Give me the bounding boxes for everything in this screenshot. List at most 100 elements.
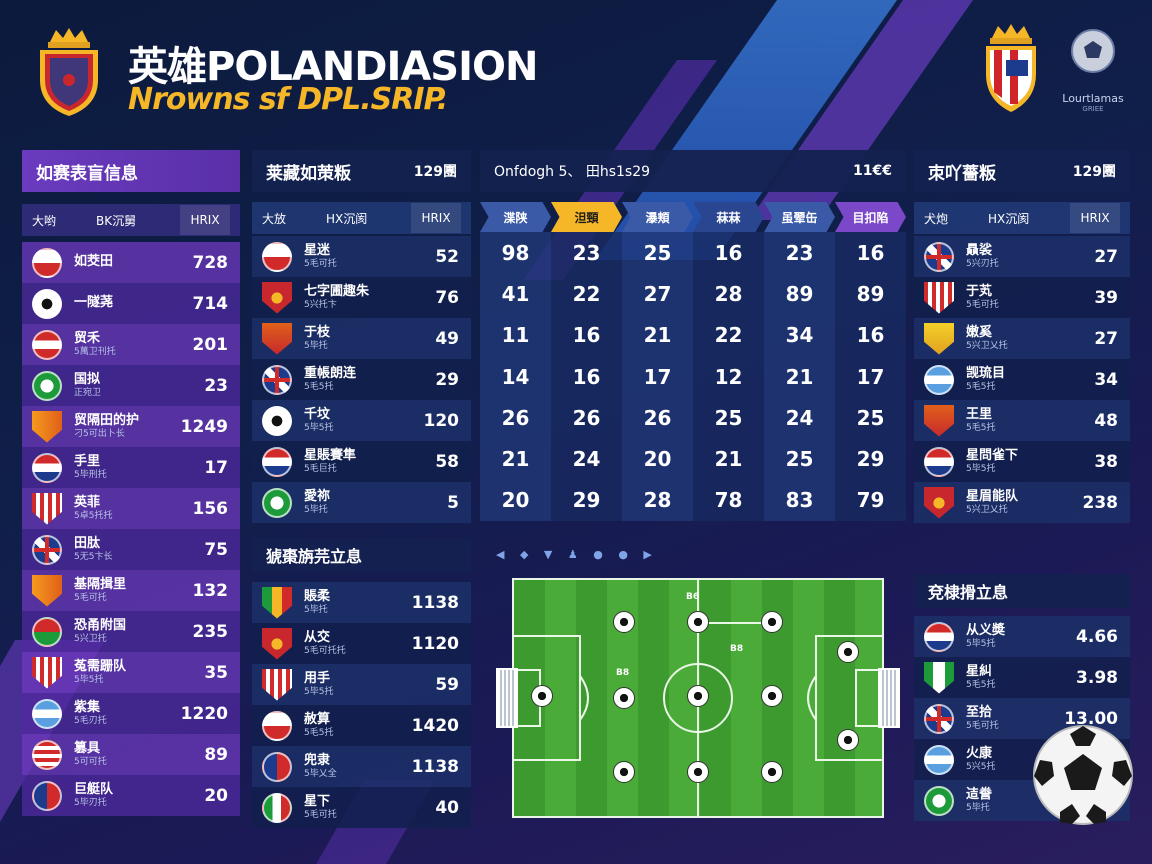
team-row[interactable]: 至拾 5毛可托 13.00 bbox=[914, 698, 1130, 739]
team-list: 贔裟 5兴刃托 27 于芄 5毛可托 39 嫩奚 5兴卫乂托 27 觊琉目 5毛5托 34 王里 5毛5托… bbox=[914, 236, 1130, 523]
matrix-header-cell[interactable]: 菻菻 bbox=[693, 202, 764, 232]
team-row[interactable]: 星賬賽隼 5毛巨托 58 bbox=[252, 441, 471, 482]
shield-red-icon bbox=[924, 486, 954, 519]
team-row[interactable]: 千坟 5毕5托 120 bbox=[252, 400, 471, 441]
matrix-cell: 16 bbox=[835, 314, 906, 356]
team-row[interactable]: 基隔揖里 5毛可托 132 bbox=[22, 570, 240, 611]
team-row[interactable]: 菟需跚队 5毕5托 35 bbox=[22, 652, 240, 693]
team-row[interactable]: 星糾 5毛5托 3.98 bbox=[914, 657, 1130, 698]
team-subtext: 5毕托 bbox=[966, 802, 990, 813]
player-marker-icon[interactable] bbox=[761, 761, 783, 783]
matrix-cell: 25 bbox=[693, 397, 764, 439]
team-row[interactable]: 从义奬 5毕5托 4.66 bbox=[914, 616, 1130, 657]
team-row[interactable]: 手里 5毕刑托 17 bbox=[22, 447, 240, 488]
team-row[interactable]: 用手 5毕5托 59 bbox=[252, 664, 471, 705]
matrix-row: 14 16 17 12 21 17 bbox=[480, 355, 906, 398]
matrix-header-cell[interactable]: 瀑頬 bbox=[622, 202, 693, 232]
team-name: 觊琉目 bbox=[966, 365, 1006, 381]
team-row[interactable]: 觊琉目 5毛5托 34 bbox=[914, 359, 1130, 400]
team-row[interactable]: 田肽 5无5卞长 75 bbox=[22, 529, 240, 570]
team-row[interactable]: 一隧荛 714 bbox=[22, 283, 240, 324]
view-switcher-icons[interactable]: ◀ ◆ ▼ ♟ ● ● ▶ bbox=[496, 548, 658, 561]
team-row[interactable]: 愛祢 5毕托 5 bbox=[252, 482, 471, 523]
matrix-row: 26 26 26 25 24 25 bbox=[480, 397, 906, 439]
player-marker-icon[interactable] bbox=[531, 685, 553, 707]
team-subtext: 5毛5托 bbox=[304, 727, 334, 738]
team-row[interactable]: 英菲 5卓5托托 156 bbox=[22, 488, 240, 529]
flag-red-blue-icon bbox=[262, 751, 292, 782]
team-row[interactable]: 巨艇队 5毕刃托 20 bbox=[22, 775, 240, 816]
column-headers: 大放 HX沉阂 HRIX bbox=[252, 202, 471, 234]
team-row[interactable]: 重帳朗连 5毛5托 29 bbox=[252, 359, 471, 400]
team-row[interactable]: 如茭田 728 bbox=[22, 242, 240, 283]
team-row[interactable]: 星問雀下 5毕5托 38 bbox=[914, 441, 1130, 482]
team-row[interactable]: 篡具 5可可托 89 bbox=[22, 734, 240, 775]
matrix-cell: 11 bbox=[480, 314, 551, 356]
matrix-header-cell[interactable]: 泹頸 bbox=[551, 202, 622, 232]
standings-panel-right: 朿吖薔粄 129團 犬炮 HX沉阂 HRIX 贔裟 5兴刃托 27 于芄 5毛可托 39 嫩… bbox=[914, 150, 1130, 530]
matrix-header-cell[interactable]: 渫陕 bbox=[480, 202, 551, 232]
team-value: 17 bbox=[204, 457, 228, 478]
matrix-cell: 98 bbox=[480, 232, 551, 274]
team-row[interactable]: 从交 5毛可托托 1120 bbox=[252, 623, 471, 664]
team-value: 201 bbox=[192, 334, 229, 355]
player-marker-icon[interactable] bbox=[613, 611, 635, 633]
team-subtext: 5毕5托 bbox=[966, 638, 996, 649]
goal-left-icon bbox=[496, 668, 518, 728]
team-name: 迼誊 bbox=[966, 786, 993, 802]
shield-multi-icon bbox=[262, 586, 292, 619]
matrix-cell: 25 bbox=[835, 397, 906, 439]
club-crest-icon bbox=[986, 24, 1036, 112]
team-row[interactable]: 七字圃趣朱 5兴托卞 76 bbox=[252, 277, 471, 318]
player-marker-icon[interactable] bbox=[761, 611, 783, 633]
standings-panel-left: 如赛表盲信息 大哟 BK沉舅 HRIX 如茭田 728 一隧荛 714 贸禾 5萬卫刊托 2… bbox=[22, 150, 240, 838]
team-value: 728 bbox=[192, 252, 229, 273]
team-name: 田肽 bbox=[74, 535, 101, 551]
team-row[interactable]: 贸隔田的护 刁5可出卜长 1249 bbox=[22, 406, 240, 447]
player-marker-icon[interactable] bbox=[837, 641, 859, 663]
matrix-cell: 21 bbox=[764, 355, 835, 398]
team-row[interactable]: 恐甬附国 5兴卫托 235 bbox=[22, 611, 240, 652]
team-row[interactable]: 星下 5毛可托 40 bbox=[252, 787, 471, 828]
player-marker-icon[interactable] bbox=[687, 761, 709, 783]
team-row[interactable]: 贸禾 5萬卫刊托 201 bbox=[22, 324, 240, 365]
matrix-header-cell[interactable]: 虽翚缶 bbox=[764, 202, 835, 232]
player-marker-icon[interactable] bbox=[687, 685, 709, 707]
team-name: 星問雀下 bbox=[966, 447, 1019, 463]
player-marker-icon[interactable] bbox=[613, 761, 635, 783]
team-row[interactable]: 王里 5毛5托 48 bbox=[914, 400, 1130, 441]
team-row[interactable]: 于枝 5毕托 49 bbox=[252, 318, 471, 359]
team-value: 156 bbox=[192, 498, 229, 519]
matrix-row: 20 29 28 78 83 79 bbox=[480, 479, 906, 522]
team-row[interactable]: 贔裟 5兴刃托 27 bbox=[914, 236, 1130, 277]
team-row[interactable]: 星迷 5毛可托 52 bbox=[252, 236, 471, 277]
flag-red-white-blue-icon bbox=[262, 446, 292, 477]
team-row[interactable]: 兜隶 5毕乂全 1138 bbox=[252, 746, 471, 787]
team-row[interactable]: 赦算 5毛5托 1420 bbox=[252, 705, 471, 746]
shield-yellow-icon bbox=[924, 322, 954, 355]
soccer-ball-icon bbox=[32, 288, 62, 319]
team-name: 星迷 bbox=[304, 242, 331, 258]
team-subtext: 5毛可托 bbox=[74, 592, 107, 603]
team-subtext: 5毕刑托 bbox=[74, 469, 107, 480]
player-marker-icon[interactable] bbox=[687, 611, 709, 633]
team-value: 40 bbox=[435, 797, 459, 818]
goal-right-icon bbox=[878, 668, 900, 728]
player-marker-icon[interactable] bbox=[837, 729, 859, 751]
team-row[interactable]: 于芄 5毛可托 39 bbox=[914, 277, 1130, 318]
panel-count: 11€€ bbox=[853, 163, 892, 179]
flag-union-jack-icon bbox=[32, 534, 62, 565]
team-row[interactable]: 嫩奚 5兴卫乂托 27 bbox=[914, 318, 1130, 359]
player-marker-icon[interactable] bbox=[761, 685, 783, 707]
player-marker-icon[interactable] bbox=[613, 687, 635, 709]
matrix-row: 21 24 20 21 25 29 bbox=[480, 438, 906, 480]
team-row[interactable]: 賬柔 5毕托 1138 bbox=[252, 582, 471, 623]
team-row[interactable]: 国拟 正宛卫 23 bbox=[22, 365, 240, 406]
team-value: 235 bbox=[192, 621, 229, 642]
matrix-header-cell[interactable]: 目扣陷 bbox=[835, 202, 906, 232]
flag-usa-icon bbox=[32, 739, 62, 770]
team-row[interactable]: 星眉能队 5兴卫乂托 238 bbox=[914, 482, 1130, 523]
matrix-grid: 98 23 25 16 23 16 41 22 27 28 89 89 11 16 21 22 34 16 14 16… bbox=[480, 232, 906, 522]
team-row[interactable]: 紫集 5毛刃托 1220 bbox=[22, 693, 240, 734]
shield-red-icon bbox=[262, 281, 292, 314]
